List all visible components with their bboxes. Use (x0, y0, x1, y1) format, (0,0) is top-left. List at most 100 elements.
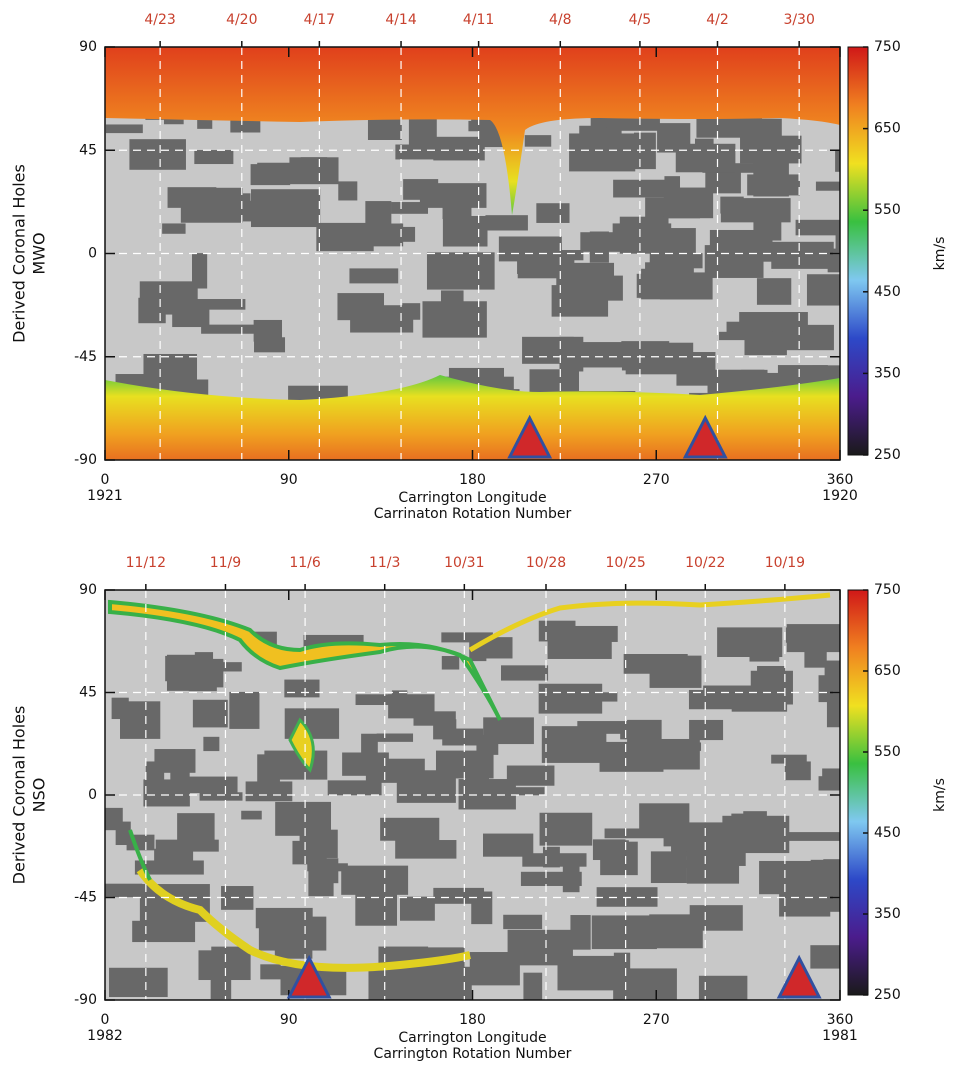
dark-patch (568, 281, 608, 290)
dark-patch (822, 768, 840, 778)
dark-patch (824, 660, 840, 686)
date-label: 4/23 (144, 12, 175, 28)
rotation-label: 1982 (87, 1028, 123, 1044)
dark-patch (105, 807, 123, 831)
x-tick-label: 360 (827, 472, 854, 488)
dark-patch (177, 813, 215, 850)
dark-patch (163, 115, 184, 125)
dark-patch (771, 754, 807, 764)
dark-patch (689, 905, 743, 931)
date-label: 4/11 (463, 12, 494, 28)
dark-patch (645, 262, 694, 292)
dark-patch (786, 832, 840, 841)
dark-patch (557, 955, 619, 991)
dark-patch (245, 781, 293, 802)
dark-patch (523, 972, 543, 1000)
dark-patch (342, 752, 389, 776)
dark-patch (602, 692, 618, 702)
dark-patch (253, 319, 283, 342)
y-tick-label: 90 (79, 39, 97, 55)
dark-patch (704, 245, 764, 278)
dark-patch (192, 699, 228, 728)
y-axis-label-2: MWO (30, 232, 49, 274)
dark-patch (835, 150, 840, 172)
date-label: 11/9 (210, 555, 241, 571)
colorbar-tick-label: 650 (874, 663, 901, 679)
dark-patch (361, 733, 378, 757)
x-tick-label: 180 (459, 472, 486, 488)
dark-patch (250, 164, 291, 186)
dark-patch (222, 200, 276, 222)
dark-patch (827, 248, 840, 273)
dark-patch (289, 157, 339, 185)
dark-patch (166, 654, 206, 691)
dark-patch (810, 945, 840, 969)
dark-patch (318, 858, 339, 884)
colorbar-tick-label: 250 (874, 447, 901, 463)
date-label: 4/2 (706, 12, 729, 28)
y-tick-label: 0 (88, 787, 97, 803)
dark-patch (591, 915, 657, 950)
y-tick-label: 90 (79, 582, 97, 598)
dark-patch (539, 812, 593, 846)
dark-patch (621, 341, 670, 353)
dark-patch (740, 135, 802, 164)
x-axis-label: Carrington Longitude (398, 490, 546, 506)
dark-patch (380, 817, 440, 841)
dark-patch (441, 656, 460, 670)
dark-patch (660, 915, 680, 945)
x-tick-label: 0 (101, 1012, 110, 1028)
dark-patch (422, 301, 487, 338)
y-tick-label: 45 (79, 142, 97, 158)
dark-patch (506, 765, 555, 786)
date-label: 4/5 (629, 12, 652, 28)
dark-patch (639, 803, 690, 833)
dark-patch (139, 281, 198, 315)
dark-patch (255, 907, 313, 929)
dark-patch (750, 670, 793, 705)
map-image (105, 590, 840, 1000)
dark-patch (192, 253, 208, 289)
y-tick-label: 45 (79, 685, 97, 701)
dark-patch (743, 811, 767, 838)
dark-patch (538, 683, 603, 714)
dark-patch (517, 259, 575, 279)
dark-patch (442, 184, 472, 220)
x-tick-label: 360 (827, 1012, 854, 1028)
colorbar (847, 589, 869, 996)
dark-patch (719, 331, 778, 341)
dark-patch (520, 871, 582, 886)
dark-patch (663, 187, 714, 219)
dark-patch (498, 787, 545, 796)
y-tick-label: -90 (74, 992, 97, 1008)
dark-patch (441, 632, 493, 643)
colorbar-tick-label: 550 (874, 744, 901, 760)
dark-patch (826, 692, 840, 728)
dark-patch (580, 232, 626, 252)
date-label: 4/8 (549, 12, 572, 28)
colorbar-tick-label: 750 (874, 582, 901, 598)
x-tick-label: 90 (280, 472, 298, 488)
dark-patch (349, 268, 399, 284)
dark-patch (627, 719, 662, 753)
y-tick-label: -90 (74, 452, 97, 468)
dark-patch (299, 829, 338, 858)
map-image (105, 47, 840, 460)
dark-patch (818, 776, 840, 791)
date-label: 11/3 (369, 555, 400, 571)
x-tick-label: 270 (643, 1012, 670, 1028)
dark-patch (167, 187, 217, 208)
dark-patch (201, 324, 266, 334)
dark-patch (433, 136, 485, 161)
dark-patch (720, 198, 791, 223)
rotation-label: 1981 (822, 1028, 858, 1044)
dark-patch (355, 694, 406, 706)
colorbar-tick-label: 550 (874, 202, 901, 218)
dark-patch (154, 749, 196, 773)
colorbar-tick-label: 450 (874, 825, 901, 841)
y-axis-label-2: NSO (30, 778, 49, 813)
date-label: 10/25 (605, 555, 645, 571)
dark-patch (408, 190, 425, 199)
dark-patch (483, 717, 534, 745)
dark-patch (604, 828, 672, 839)
